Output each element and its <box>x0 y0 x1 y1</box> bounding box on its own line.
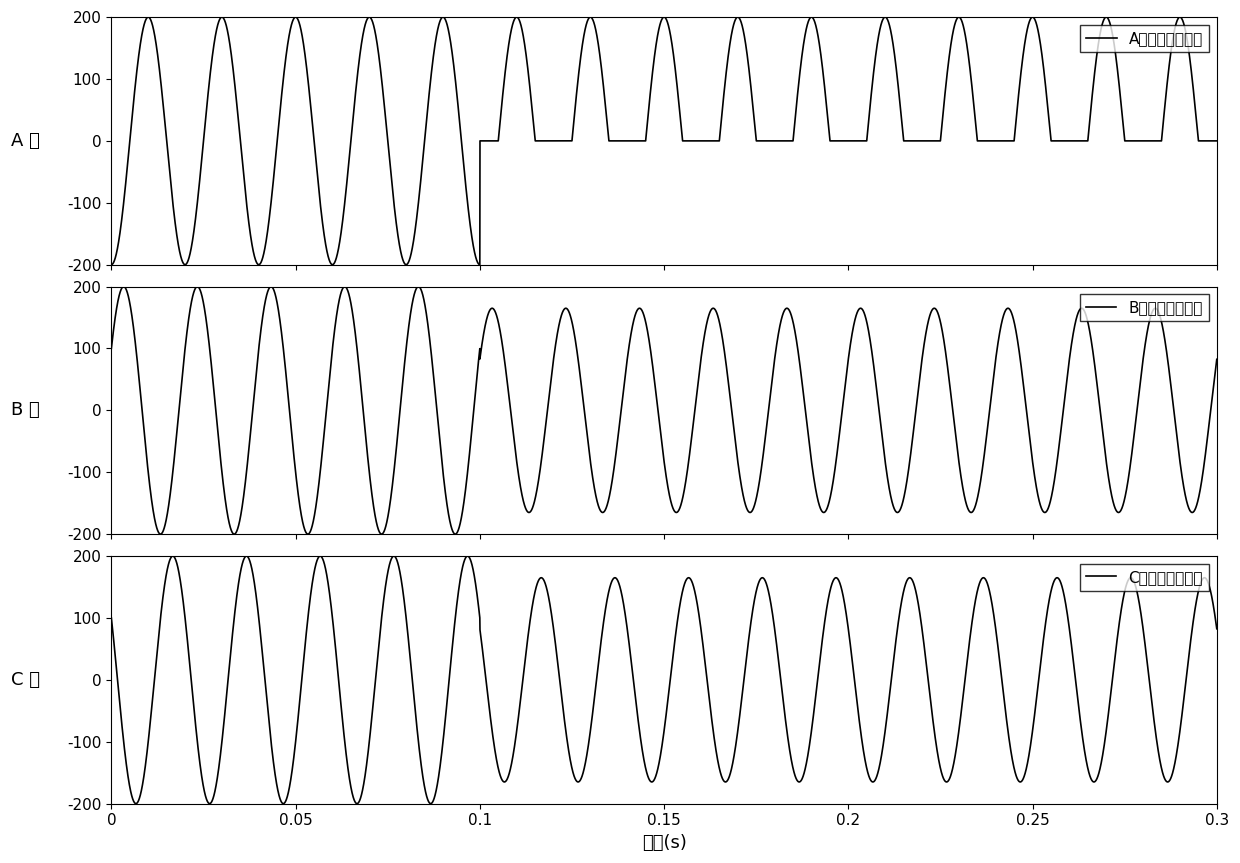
X-axis label: 时间(s): 时间(s) <box>641 834 687 852</box>
Legend: B相电流电压波形: B相电流电压波形 <box>1080 294 1209 321</box>
Legend: A相电流电压波形: A相电流电压波形 <box>1080 25 1209 52</box>
Y-axis label: C 相: C 相 <box>11 671 40 689</box>
Y-axis label: A 相: A 相 <box>11 132 40 150</box>
Legend: C相电流电压波形: C相电流电压波形 <box>1080 564 1209 591</box>
Y-axis label: B 相: B 相 <box>11 401 40 419</box>
